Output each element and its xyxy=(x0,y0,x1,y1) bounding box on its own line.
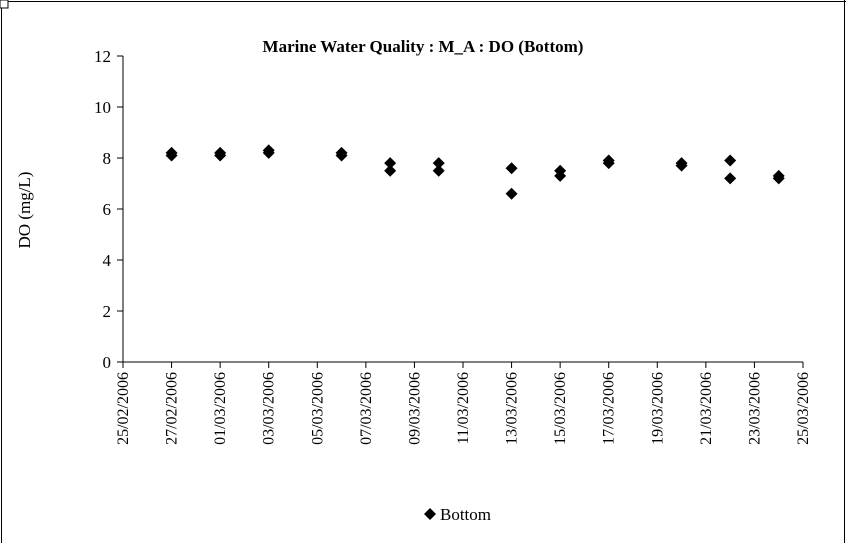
data-point xyxy=(505,187,518,200)
y-axis: 0 2 4 6 8 10 12 xyxy=(94,47,124,372)
x-axis: 25/02/2006 27/02/2006 01/03/2006 03/03/2006… xyxy=(115,361,812,445)
data-point xyxy=(165,149,178,162)
x-tick-label: 17/03/2006 xyxy=(601,372,618,445)
x-tick-label: 01/03/2006 xyxy=(212,372,229,445)
y-tick-label: 0 xyxy=(103,353,112,372)
y-tick-label: 8 xyxy=(103,149,112,168)
data-point xyxy=(724,154,737,167)
data-point xyxy=(214,149,227,162)
legend-label: Bottom xyxy=(440,505,491,524)
chart-title: Marine Water Quality : M_A : DO (Bottom) xyxy=(263,37,584,56)
legend: Bottom xyxy=(424,505,491,524)
x-tick-label: 13/03/2006 xyxy=(504,372,521,445)
data-point xyxy=(602,157,615,170)
corner-notch xyxy=(0,0,9,9)
data-point xyxy=(384,157,397,170)
x-tick-label: 27/02/2006 xyxy=(164,372,181,445)
plot-points xyxy=(165,144,785,200)
x-tick-label: 05/03/2006 xyxy=(309,372,326,445)
y-axis-label: DO (mg/L) xyxy=(15,172,34,249)
data-point xyxy=(432,157,445,170)
y-tick-label: 2 xyxy=(103,302,112,321)
x-tick-label: 25/03/2006 xyxy=(795,372,812,445)
data-point xyxy=(724,172,737,185)
y-tick-label: 6 xyxy=(103,200,112,219)
x-tick-label: 25/02/2006 xyxy=(115,372,132,445)
x-tick-label: 23/03/2006 xyxy=(746,372,763,445)
data-point xyxy=(262,146,275,159)
y-tick-label: 4 xyxy=(103,251,112,270)
data-point xyxy=(384,164,397,177)
x-tick-label: 09/03/2006 xyxy=(406,372,423,445)
x-tick-label: 11/03/2006 xyxy=(455,372,472,444)
data-point xyxy=(505,162,518,175)
y-tick-label: 10 xyxy=(94,98,111,117)
data-point xyxy=(554,169,567,182)
x-tick-label: 07/03/2006 xyxy=(358,372,375,445)
data-point xyxy=(335,149,348,162)
data-point xyxy=(675,159,688,172)
data-point xyxy=(432,164,445,177)
x-tick-label: 19/03/2006 xyxy=(649,372,666,445)
data-point xyxy=(772,172,785,185)
x-tick-label: 15/03/2006 xyxy=(552,372,569,445)
y-tick-label: 12 xyxy=(94,47,111,66)
x-tick-label: 21/03/2006 xyxy=(698,372,715,445)
legend-diamond-icon xyxy=(424,508,436,520)
x-tick-label: 03/03/2006 xyxy=(261,372,278,445)
